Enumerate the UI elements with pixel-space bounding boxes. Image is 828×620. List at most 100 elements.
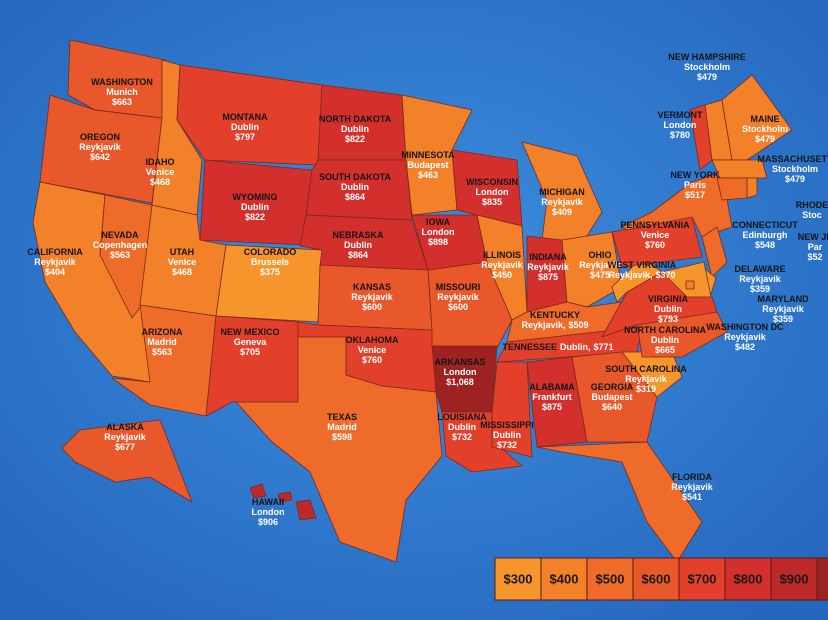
state-label: NEW MEXICO Geneva $705 — [220, 327, 279, 357]
state-label: WASHINGTON Munich $663 — [91, 77, 153, 107]
state-city: Dublin — [344, 240, 372, 250]
state-price: $375 — [260, 267, 280, 277]
state-name: MISSISSIPPI — [480, 420, 534, 430]
state-name: RHODE — [796, 200, 828, 210]
state-label: CALIFORNIA Reykjavik $404 — [27, 247, 83, 277]
state-label: SOUTH CAROLINA Reykjavik $319 — [605, 364, 687, 394]
state-shape — [571, 351, 658, 443]
state-label: NEW YORK Paris $517 — [670, 170, 720, 200]
state-price: $642 — [90, 152, 110, 162]
state-price: $793 — [658, 314, 678, 324]
state-name: CONNECTICUT — [732, 220, 798, 230]
state-city: Geneva — [234, 337, 268, 347]
state-name: CALIFORNIA — [27, 247, 83, 257]
state-name: ALABAMA — [529, 382, 575, 392]
state-price: $1,068 — [446, 377, 474, 387]
state-name: ARKANSAS — [434, 357, 485, 367]
state-price: $864 — [348, 250, 368, 260]
state-price: $319 — [636, 384, 656, 394]
state-label: MISSOURI Reykjavik $600 — [436, 282, 481, 312]
state-city: Dublin — [341, 182, 369, 192]
state-label: WEST VIRGINIA Reykjavik, $370 — [608, 260, 677, 280]
state-label: IOWA London $898 — [422, 217, 455, 247]
state-price: $404 — [45, 267, 65, 277]
state-label: NEBRASKA Dublin $864 — [332, 230, 384, 260]
state-city: Dublin — [231, 122, 259, 132]
state-price: $517 — [685, 190, 705, 200]
state-name: FLORIDA — [672, 472, 712, 482]
state-city: Reykjavik, — [608, 270, 652, 280]
state-name: IDAHO — [146, 157, 175, 167]
state-city: Venice — [168, 257, 197, 267]
state-name: MAINE — [751, 114, 780, 124]
state-price: $463 — [418, 170, 438, 180]
state-city: Reykjavik — [671, 482, 714, 492]
state-price: $835 — [482, 197, 502, 207]
state-name: MICHIGAN — [539, 187, 585, 197]
state-shape — [746, 177, 758, 199]
state-price: $479 — [785, 174, 805, 184]
state-name: WYOMING — [233, 192, 278, 202]
state-name: COLORADO — [244, 247, 297, 257]
state-label: COLORADO Brussels $375 — [244, 247, 297, 277]
state-name: UTAH — [170, 247, 194, 257]
state-name: NEW YORK — [670, 170, 720, 180]
state-shape — [536, 441, 703, 563]
state-price: $732 — [452, 432, 472, 442]
state-price: $600 — [362, 302, 382, 312]
state-shape — [621, 171, 733, 238]
state-city: Reykjavik — [762, 304, 805, 314]
state-price: $677 — [115, 442, 135, 452]
state-price: $563 — [152, 347, 172, 357]
state-label: KENTUCKY Reykjavik, $509 — [521, 310, 588, 330]
legend-swatch — [770, 557, 818, 601]
state-label: WYOMING Dublin $822 — [233, 192, 278, 222]
state-city: Edinburgh — [743, 230, 788, 240]
state-shape — [249, 483, 317, 521]
legend-label: $600 — [642, 571, 671, 586]
state-city: Reykjavik — [481, 260, 524, 270]
state-city: Dublin, — [560, 342, 591, 352]
state-name: OREGON — [80, 132, 120, 142]
state-name: NORTH DAKOTA — [319, 114, 392, 124]
state-name: ALASKA — [106, 422, 144, 432]
state-price: $780 — [670, 130, 690, 140]
state-label: NEVADA Copenhagen $563 — [93, 230, 148, 260]
state-city: Reykjavik, — [521, 320, 565, 330]
state-city: Stockholm — [772, 164, 818, 174]
state-name: NEW HAMPSHIRE — [668, 52, 746, 62]
state-price: $479 — [755, 134, 775, 144]
state-name: MINNESOTA — [401, 150, 455, 160]
state-price: $771 — [593, 342, 613, 352]
state-city: Reykjavik — [104, 432, 147, 442]
legend-swatch — [494, 557, 542, 601]
state-label: NEW JEPar$52 — [798, 232, 828, 262]
state-name: WEST VIRGINIA — [608, 260, 677, 270]
state-price: $468 — [172, 267, 192, 277]
state-shape — [176, 64, 323, 166]
state-label: SOUTH DAKOTA Dublin $864 — [319, 172, 391, 202]
state-name: PENNSYLVANIA — [620, 220, 690, 230]
state-label: VIRGINIA Dublin $793 — [648, 294, 689, 324]
state-label: NEW HAMPSHIRE Stockholm $479 — [668, 52, 746, 82]
state-name: GEORGIA — [591, 382, 634, 392]
state-label: WISCONSIN London $835 — [466, 177, 518, 207]
state-label: KANSAS Reykjavik $600 — [351, 282, 394, 312]
state-price: $359 — [773, 314, 793, 324]
state-city: London — [664, 120, 697, 130]
state-label: LOUISIANA Dublin $732 — [437, 412, 487, 442]
state-price: $898 — [428, 237, 448, 247]
state-label: MAINE Stockholm $479 — [742, 114, 788, 144]
state-price: $875 — [538, 272, 558, 282]
state-label: DELAWARE Reykjavik $359 — [734, 264, 785, 294]
legend: $300$400$500$600$700$800$900$1 — [494, 557, 828, 601]
state-price: $450 — [492, 270, 512, 280]
state-name: SOUTH DAKOTA — [319, 172, 391, 182]
state-label: ARKANSAS London $1,068 — [434, 357, 485, 387]
state-label: RHODE Stoc — [796, 200, 828, 220]
state-city: Paris — [684, 180, 706, 190]
legend-swatch — [586, 557, 634, 601]
state-label: FLORIDA Reykjavik $541 — [671, 472, 714, 502]
state-labels: WASHINGTON Munich $663 OREGON Reykjavik $642 C… — [27, 52, 828, 527]
state-price: $864 — [345, 192, 365, 202]
